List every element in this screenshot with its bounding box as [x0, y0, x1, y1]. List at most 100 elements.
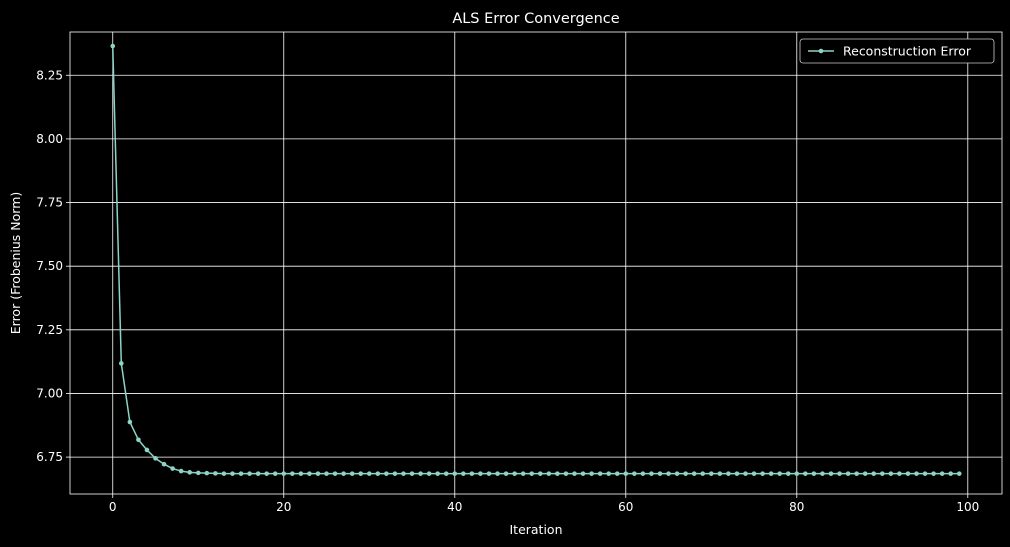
data-point	[734, 471, 740, 476]
data-point	[495, 471, 500, 476]
data-point	[597, 471, 603, 476]
data-point	[572, 471, 577, 476]
data-point	[700, 471, 706, 476]
data-point	[366, 471, 372, 476]
data-point	[298, 471, 304, 476]
data-point	[272, 471, 278, 476]
x-axis: 0 20 40 60 80 100	[109, 494, 979, 514]
data-point	[820, 471, 825, 476]
data-point	[606, 471, 611, 476]
data-point	[187, 470, 193, 475]
chart-title: ALS Error Convergence	[452, 11, 619, 27]
data-point	[803, 471, 808, 476]
data-point	[392, 471, 398, 476]
data-point	[580, 471, 586, 476]
data-point	[743, 471, 748, 476]
data-point	[486, 471, 492, 476]
grid	[70, 32, 1002, 494]
plot-frame	[69, 31, 1003, 495]
data-point	[443, 471, 449, 476]
data-point	[563, 471, 569, 476]
data-point	[529, 471, 535, 476]
data-point	[315, 471, 321, 476]
legend: Reconstruction Error	[799, 38, 995, 64]
y-tick-label: 8.00	[36, 132, 63, 146]
data-point	[837, 471, 842, 476]
data-point	[854, 471, 859, 476]
data-point	[760, 471, 765, 476]
data-point	[589, 471, 594, 476]
data-point	[555, 471, 560, 476]
data-point	[905, 471, 911, 476]
data-point	[144, 447, 150, 453]
data-point	[195, 470, 201, 476]
data-point	[623, 471, 629, 476]
data-point	[777, 471, 782, 476]
data-point	[768, 471, 774, 476]
data-point	[922, 471, 928, 476]
data-point	[751, 471, 757, 476]
data-point	[307, 471, 312, 476]
data-point	[674, 471, 680, 476]
data-point	[213, 471, 218, 476]
data-point	[948, 471, 953, 476]
data-point	[828, 471, 834, 476]
x-tick-label: 60	[618, 500, 633, 514]
data-point	[264, 471, 269, 476]
data-point	[161, 461, 167, 467]
data-point	[324, 471, 329, 476]
data-point	[632, 471, 637, 476]
x-tick-label: 100	[956, 500, 979, 514]
data-point	[546, 471, 552, 476]
y-tick-label: 6.75	[36, 450, 63, 464]
data-point	[512, 471, 517, 476]
data-point	[888, 471, 894, 476]
data-point	[956, 471, 962, 476]
data-point	[478, 471, 483, 476]
y-tick-label: 7.50	[36, 259, 63, 273]
data-point	[794, 471, 800, 476]
legend-marker-swatch	[818, 48, 824, 54]
series-line	[112, 45, 960, 475]
data-point	[683, 471, 688, 476]
data-point	[811, 471, 817, 476]
data-point	[469, 471, 475, 476]
data-point	[426, 471, 432, 476]
x-tick-label: 20	[276, 500, 291, 514]
data-point	[290, 471, 295, 476]
data-point	[153, 456, 158, 461]
data-point	[614, 471, 620, 476]
x-tick-label: 40	[447, 500, 462, 514]
data-point	[435, 471, 440, 476]
legend-label: Reconstruction Error	[843, 44, 972, 59]
legend-box	[799, 38, 995, 64]
data-point	[204, 470, 210, 476]
data-point	[170, 466, 175, 471]
data-point	[862, 471, 868, 476]
data-point	[879, 471, 885, 476]
data-point	[178, 468, 184, 474]
data-point	[281, 471, 287, 476]
data-point	[409, 471, 415, 476]
data-point	[230, 471, 235, 476]
data-point	[238, 471, 244, 476]
series-layer	[110, 43, 962, 476]
data-point	[119, 361, 124, 366]
data-point	[127, 419, 133, 425]
data-point	[845, 471, 851, 476]
data-point	[666, 471, 671, 476]
data-point	[897, 471, 902, 476]
y-tick-label: 7.75	[36, 196, 63, 210]
data-point	[375, 471, 381, 476]
data-point	[384, 471, 389, 476]
y-tick-label: 7.00	[36, 386, 63, 400]
x-tick-label: 80	[789, 500, 804, 514]
data-point	[785, 471, 791, 476]
y-axis-label: Error (Frobenius Norm)	[8, 192, 23, 335]
data-point	[640, 471, 646, 476]
data-point	[520, 471, 526, 476]
data-point	[247, 471, 252, 476]
data-point	[136, 437, 141, 443]
data-point	[657, 471, 663, 476]
